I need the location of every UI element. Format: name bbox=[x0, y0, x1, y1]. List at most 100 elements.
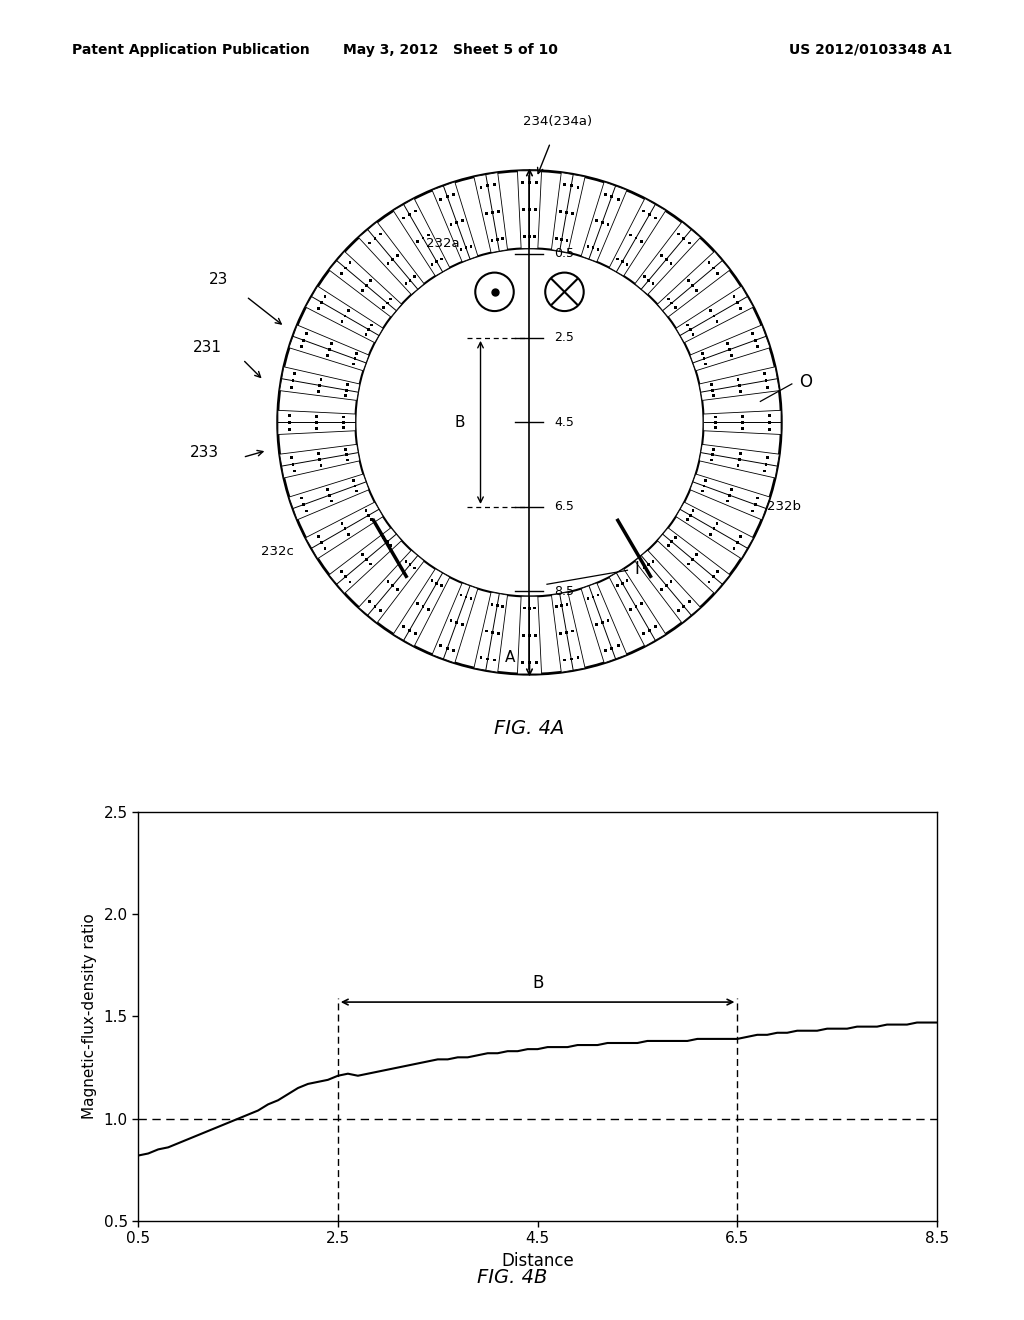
Bar bbox=[713, 528, 716, 531]
Bar bbox=[492, 631, 494, 634]
Bar bbox=[660, 587, 663, 591]
Text: 2.5: 2.5 bbox=[554, 331, 573, 345]
Bar bbox=[288, 428, 291, 430]
Text: I: I bbox=[635, 560, 639, 578]
Bar bbox=[402, 216, 404, 219]
Bar bbox=[340, 570, 342, 573]
Text: O: O bbox=[799, 374, 812, 392]
Bar bbox=[710, 458, 713, 461]
Bar bbox=[587, 597, 590, 601]
Bar bbox=[522, 607, 525, 610]
Bar bbox=[318, 458, 322, 461]
Bar bbox=[490, 239, 494, 242]
Bar bbox=[647, 279, 650, 281]
Bar bbox=[754, 339, 757, 342]
Bar bbox=[374, 238, 377, 240]
Bar bbox=[739, 535, 742, 537]
Bar bbox=[324, 546, 327, 550]
Bar bbox=[413, 276, 416, 279]
Bar bbox=[738, 458, 740, 461]
Bar bbox=[710, 309, 712, 312]
Polygon shape bbox=[329, 528, 401, 594]
Bar bbox=[689, 329, 692, 331]
Bar bbox=[535, 209, 537, 211]
Bar bbox=[427, 609, 430, 611]
Bar bbox=[711, 389, 714, 392]
Bar bbox=[439, 198, 442, 201]
Bar bbox=[344, 267, 347, 269]
Bar bbox=[670, 579, 673, 583]
Bar bbox=[386, 540, 388, 544]
Bar bbox=[577, 186, 580, 189]
Bar bbox=[754, 503, 757, 506]
Bar bbox=[342, 416, 345, 418]
Bar bbox=[370, 323, 373, 326]
Bar bbox=[485, 213, 487, 215]
Bar bbox=[629, 609, 632, 611]
Bar bbox=[293, 372, 296, 375]
Bar bbox=[766, 455, 769, 458]
Y-axis label: Magnetic-flux-density ratio: Magnetic-flux-density ratio bbox=[82, 913, 96, 1119]
Bar bbox=[642, 210, 645, 213]
Bar bbox=[732, 294, 735, 298]
Bar bbox=[717, 272, 719, 275]
Bar bbox=[647, 564, 650, 566]
Bar bbox=[386, 579, 389, 583]
Bar bbox=[498, 632, 500, 635]
Bar bbox=[347, 309, 349, 312]
Bar bbox=[528, 661, 530, 664]
Bar bbox=[330, 499, 333, 503]
Polygon shape bbox=[690, 474, 770, 520]
Bar bbox=[597, 248, 599, 251]
Bar bbox=[667, 297, 670, 301]
Bar bbox=[738, 451, 741, 454]
Polygon shape bbox=[552, 593, 585, 672]
Bar bbox=[396, 587, 398, 591]
Bar bbox=[355, 490, 358, 492]
Text: 232a: 232a bbox=[426, 236, 460, 249]
Bar bbox=[671, 540, 673, 544]
Bar bbox=[606, 619, 609, 622]
Bar bbox=[460, 594, 463, 597]
Bar bbox=[445, 647, 449, 649]
Text: 232c: 232c bbox=[261, 545, 294, 558]
Bar bbox=[654, 216, 657, 219]
Bar bbox=[766, 387, 769, 389]
Bar bbox=[736, 541, 739, 544]
Bar bbox=[445, 195, 449, 198]
Bar bbox=[571, 630, 573, 632]
Bar bbox=[682, 605, 685, 607]
Bar bbox=[768, 421, 771, 424]
Text: May 3, 2012   Sheet 5 of 10: May 3, 2012 Sheet 5 of 10 bbox=[343, 42, 558, 57]
Text: A: A bbox=[505, 649, 515, 665]
Text: 23: 23 bbox=[209, 272, 228, 286]
Bar bbox=[352, 479, 354, 482]
Bar bbox=[689, 513, 692, 516]
Text: 231: 231 bbox=[194, 341, 222, 355]
Bar bbox=[736, 301, 739, 304]
Text: 232b: 232b bbox=[767, 500, 802, 513]
Bar bbox=[730, 354, 733, 356]
Bar bbox=[741, 421, 743, 424]
Bar bbox=[302, 339, 305, 342]
Bar bbox=[291, 455, 293, 458]
Bar bbox=[674, 306, 677, 309]
Polygon shape bbox=[393, 569, 450, 647]
Bar bbox=[361, 553, 364, 556]
Bar bbox=[621, 260, 624, 263]
Bar bbox=[610, 195, 613, 198]
Bar bbox=[741, 428, 743, 430]
Bar bbox=[711, 453, 714, 455]
Bar bbox=[391, 257, 394, 260]
Bar bbox=[702, 358, 706, 360]
Bar bbox=[486, 185, 489, 187]
Bar bbox=[528, 607, 530, 610]
Bar bbox=[595, 623, 598, 626]
Bar bbox=[595, 219, 598, 222]
Bar bbox=[528, 235, 530, 238]
Bar bbox=[355, 352, 358, 355]
Bar bbox=[346, 458, 349, 461]
Bar bbox=[365, 284, 368, 286]
Bar bbox=[321, 301, 323, 304]
Bar bbox=[610, 647, 613, 649]
